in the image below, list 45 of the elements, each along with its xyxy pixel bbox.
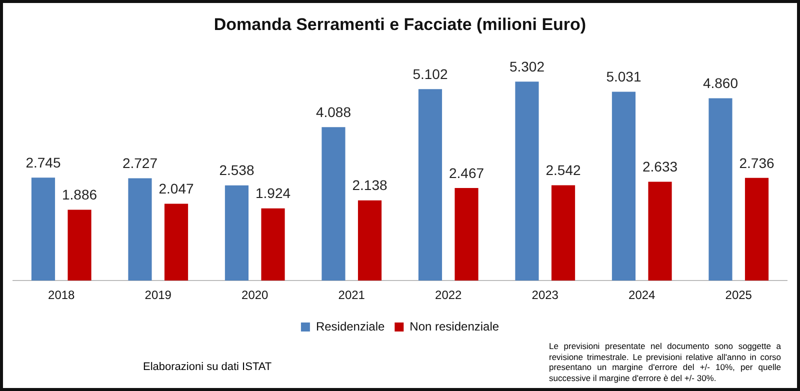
bar: [31, 178, 56, 281]
bar: [418, 89, 442, 281]
data-label: 2.467: [448, 164, 484, 181]
bar: [551, 185, 576, 281]
data-label: 4.088: [316, 104, 352, 120]
data-label: 2.633: [642, 158, 678, 175]
bar: [224, 185, 249, 281]
bar: [261, 208, 285, 281]
x-tick-label: 2019: [144, 288, 172, 302]
text: Le previsioni presentate nel documento sono soggette a revisione trimestrale. Le previsioni relative all'anno in corso presentano un margine d'errore del +/- 10%, per quelle successive il margine d'errore è del +/- 30%.: [549, 341, 781, 384]
data-label: 5.031: [606, 68, 642, 85]
data-label: 2.138: [352, 177, 388, 194]
bar: [164, 204, 188, 281]
bar: [612, 92, 636, 281]
text: Elaborazioni su dati ISTAT: [143, 361, 272, 373]
data-label: 5.302: [509, 58, 545, 74]
bar: [515, 82, 539, 281]
legend-label: Non residenziale: [410, 319, 500, 334]
data-label: 2.745: [26, 154, 61, 170]
data-label: 4.860: [702, 75, 738, 92]
bar: [358, 200, 382, 281]
bar: [648, 182, 672, 281]
bar: [708, 98, 732, 281]
bar: [322, 127, 346, 281]
bar: [744, 178, 769, 281]
legend-label: Residenziale: [316, 319, 385, 334]
data-label: 2.736: [739, 154, 774, 171]
x-tick-label: 2024: [628, 288, 656, 302]
data-label: 2.047: [158, 180, 194, 197]
bar: [68, 210, 92, 281]
chart-title: Domanda Serramenti e Facciate (milioni Euro): [214, 14, 586, 34]
x-tick-label: 2023: [532, 288, 559, 302]
data-label: 2.727: [122, 155, 158, 172]
data-label: 2.538: [219, 162, 254, 178]
x-tick-label: 2021: [338, 288, 366, 302]
bar: [454, 188, 478, 281]
x-tick-label: 2022: [435, 288, 462, 302]
x-tick-label: 2020: [242, 288, 269, 302]
data-label: 1.886: [62, 186, 98, 203]
data-label: 2.542: [546, 162, 581, 178]
bar: [128, 178, 152, 281]
x-tick-label: 2018: [48, 288, 76, 302]
data-label: 5.102: [412, 66, 448, 82]
data-label: 1.924: [255, 185, 291, 202]
x-tick-label: 2025: [725, 288, 752, 302]
